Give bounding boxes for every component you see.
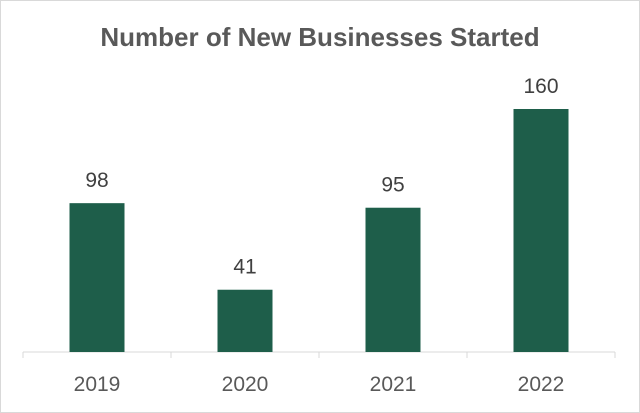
data-label-2019: 98 xyxy=(85,169,108,192)
x-tick-label-2020: 2020 xyxy=(222,373,269,396)
bar-2021 xyxy=(365,207,421,352)
data-label-2021: 95 xyxy=(381,174,404,197)
bar-2020 xyxy=(217,289,273,352)
chart-title: Number of New Businesses Started xyxy=(100,22,539,52)
x-tick-label-2021: 2021 xyxy=(370,373,417,396)
x-tick-label-2019: 2019 xyxy=(74,373,121,396)
plot-area: 98 2019 41 2020 95 2021 160 2022 xyxy=(22,75,616,396)
bar-2019 xyxy=(69,203,125,352)
x-tick-label-2022: 2022 xyxy=(518,373,565,396)
bar-2022 xyxy=(513,109,569,352)
data-label-2022: 160 xyxy=(523,75,558,98)
data-label-2020: 41 xyxy=(233,256,256,279)
